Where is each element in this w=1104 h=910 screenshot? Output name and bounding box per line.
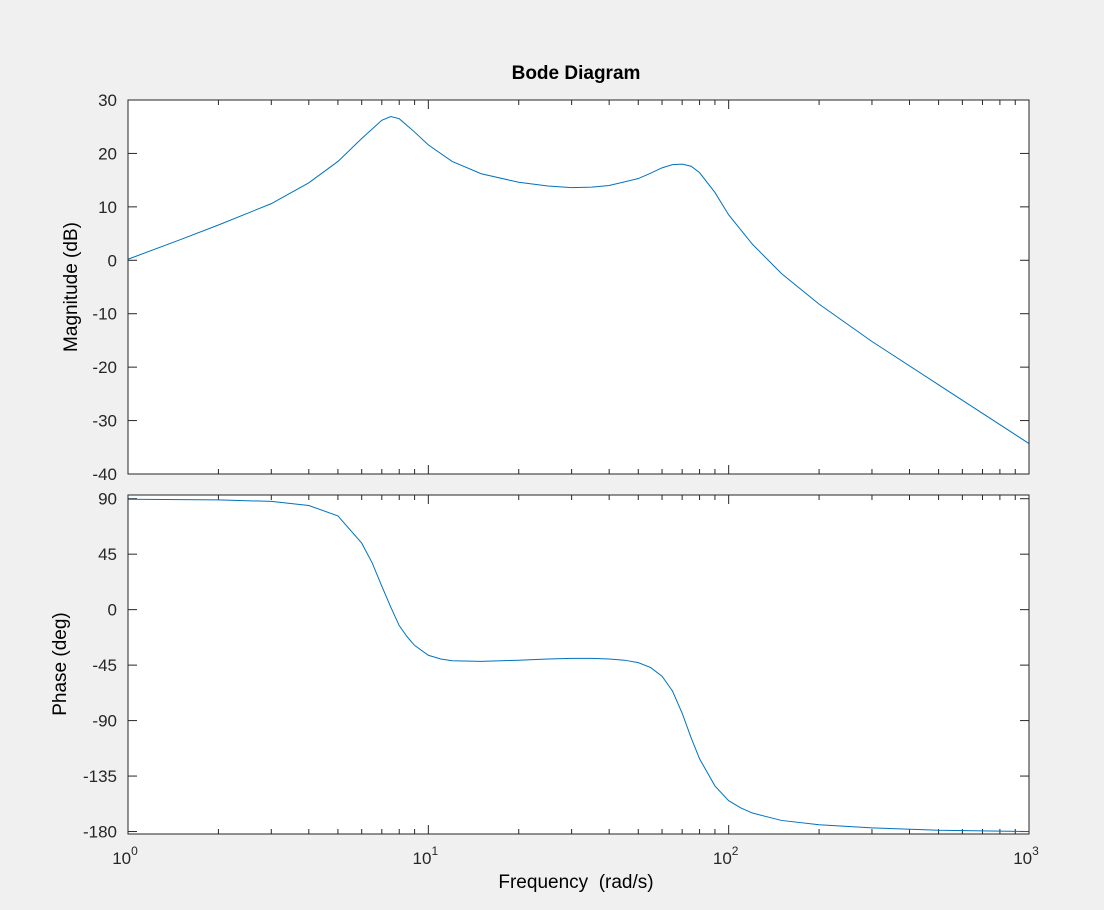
magnitude-y-tick-label: 30 [98, 91, 117, 110]
x-tick-label: 103 [1013, 844, 1039, 868]
phase-y-tick-label: -180 [83, 823, 117, 842]
x-tick-label: 100 [112, 844, 138, 868]
magnitude-series-line [127, 116, 1030, 444]
phase-series-line [127, 498, 1030, 833]
magnitude-y-tick-labels: 30 20 10 0 -10 -20 -30 -40 [92, 91, 117, 484]
magnitude-y-tick-label: 10 [98, 198, 117, 217]
phase-y-tick-label: 0 [108, 601, 117, 620]
x-tick-label: 102 [713, 844, 739, 868]
phase-y-axis-label: Phase (deg) [50, 612, 71, 716]
magnitude-y-tick-label: -10 [92, 305, 117, 324]
magnitude-axes-box [127, 99, 1030, 475]
magnitude-y-tick-label: 20 [98, 144, 117, 163]
phase-y-tick-label: -45 [92, 656, 117, 675]
x-axis-label: Frequency (rad/s) [498, 872, 653, 893]
magnitude-panel: 30 20 10 0 -10 -20 -30 -40 Magnitude (dB) [61, 91, 1030, 484]
magnitude-y-tick-label: -40 [92, 465, 117, 484]
magnitude-y-tick-label: 0 [108, 251, 117, 270]
phase-panel: 90 45 0 -45 -90 -135 -180 Phase (deg) [50, 490, 1030, 842]
x-tick-labels: 100 101 102 103 [112, 844, 1039, 868]
x-tick-label: 101 [413, 844, 439, 868]
phase-axes-background [128, 495, 1029, 834]
phase-y-tick-label: -90 [92, 712, 117, 731]
magnitude-y-axis-label: Magnitude (dB) [61, 222, 82, 352]
chart-title: Bode Diagram [512, 63, 641, 84]
magnitude-axes-background [128, 100, 1029, 474]
magnitude-y-tick-label: -30 [92, 412, 117, 431]
phase-y-tick-label: 45 [98, 545, 117, 564]
magnitude-y-tick-label: -20 [92, 358, 117, 377]
phase-axes-box [127, 494, 1030, 835]
phase-y-tick-label: 90 [98, 490, 117, 509]
phase-y-tick-labels: 90 45 0 -45 -90 -135 -180 [83, 490, 117, 842]
phase-y-tick-label: -135 [83, 767, 117, 786]
